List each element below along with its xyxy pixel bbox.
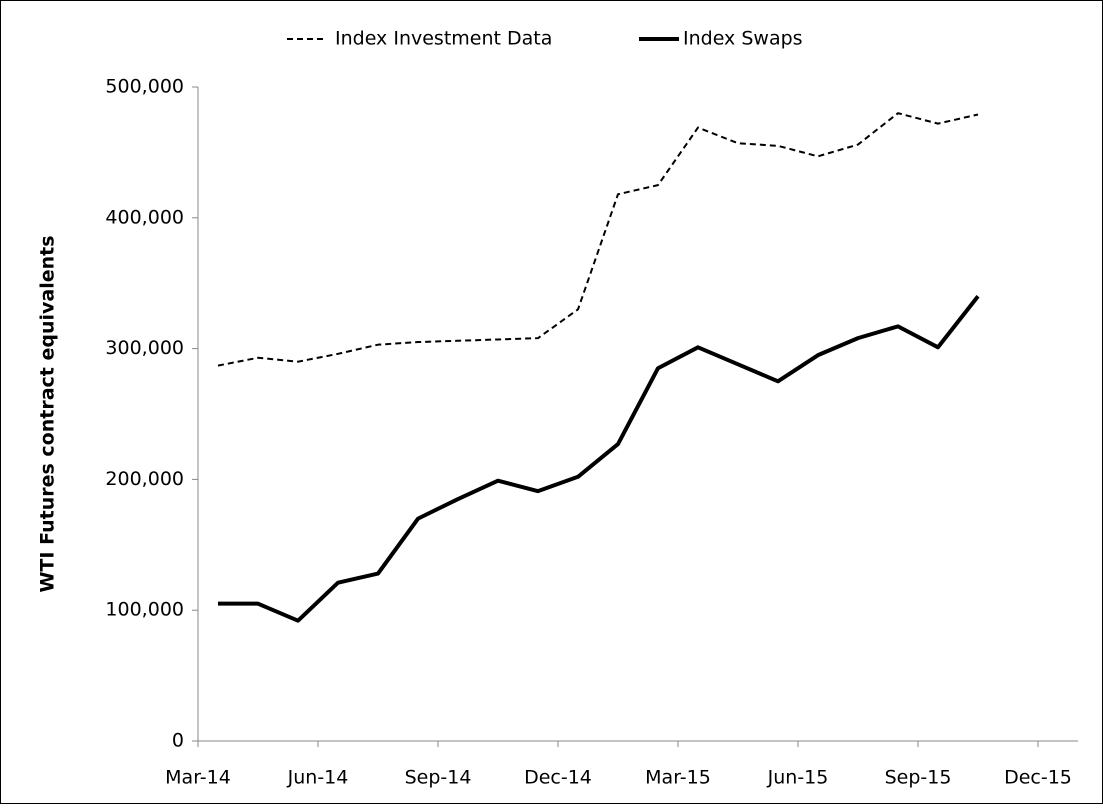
legend-label: Index Investment Data [335, 28, 552, 50]
y-tick-label: 500,000 [105, 76, 184, 98]
y-tick-label: 400,000 [105, 206, 184, 228]
x-tick-label: Mar-14 [165, 767, 231, 789]
y-axis-label: WTI Futures contract equivalents [37, 235, 59, 592]
x-tick-label: Dec-14 [524, 767, 592, 789]
x-tick-label: Sep-15 [885, 767, 952, 789]
series-line [217, 112, 979, 367]
x-tick-label: Jun-14 [287, 767, 349, 789]
x-tick-label: Sep-14 [405, 767, 472, 789]
legend-label: Index Swaps [683, 28, 803, 50]
y-tick-label: 200,000 [105, 468, 184, 490]
x-tick-label: Jun-15 [767, 767, 829, 789]
x-tick-label: Mar-15 [645, 767, 711, 789]
x-tick-label: Dec-15 [1004, 767, 1072, 789]
series-line [218, 295, 980, 623]
y-tick-label: 300,000 [105, 337, 184, 359]
y-tick-label: 100,000 [105, 599, 184, 621]
y-tick-label: 0 [172, 730, 184, 752]
